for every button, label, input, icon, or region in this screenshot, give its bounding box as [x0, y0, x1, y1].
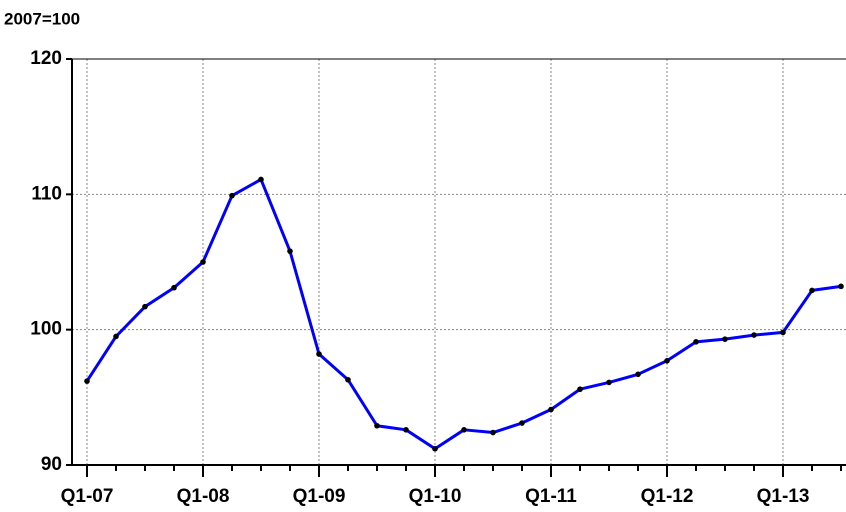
- data-point: [287, 248, 293, 254]
- data-point: [345, 376, 351, 383]
- x-tick-label: Q1-13: [757, 486, 810, 507]
- data-point: [171, 284, 177, 291]
- data-point: [432, 445, 438, 452]
- x-tick-label: Q1-09: [293, 486, 346, 507]
- data-point: [258, 176, 264, 183]
- y-tick-label: 120: [30, 48, 62, 69]
- data-point: [490, 429, 496, 436]
- data-point: [374, 422, 380, 429]
- data-point: [809, 287, 815, 294]
- data-point: [635, 371, 641, 378]
- data-point: [838, 283, 844, 290]
- x-tick-label: Q1-08: [177, 486, 230, 507]
- data-point: [113, 333, 119, 340]
- data-point: [461, 427, 467, 433]
- x-tick-label: Q1-12: [641, 486, 694, 507]
- data-point: [84, 378, 90, 384]
- data-point: [200, 259, 206, 265]
- data-point: [693, 339, 699, 345]
- y-tick-label: 90: [41, 454, 62, 475]
- data-point: [142, 303, 148, 310]
- data-point: [664, 357, 670, 364]
- data-point: [722, 336, 728, 342]
- data-point: [548, 406, 554, 413]
- x-tick-label: Q1-11: [525, 486, 577, 507]
- data-point: [519, 420, 525, 426]
- series-line: [85, 177, 842, 451]
- data-point: [316, 351, 322, 357]
- x-tick-label: Q1-07: [61, 486, 114, 507]
- y-axis-label: 2007=100: [4, 9, 80, 28]
- data-point: [577, 386, 583, 393]
- y-tick-label: 110: [31, 183, 62, 204]
- x-tick-label: Q1-10: [409, 486, 462, 507]
- data-point: [606, 379, 612, 386]
- data-point: [229, 192, 235, 199]
- y-tick-label: 100: [30, 319, 62, 340]
- data-point: [403, 427, 409, 433]
- data-point: [780, 329, 786, 336]
- data-point: [751, 332, 757, 338]
